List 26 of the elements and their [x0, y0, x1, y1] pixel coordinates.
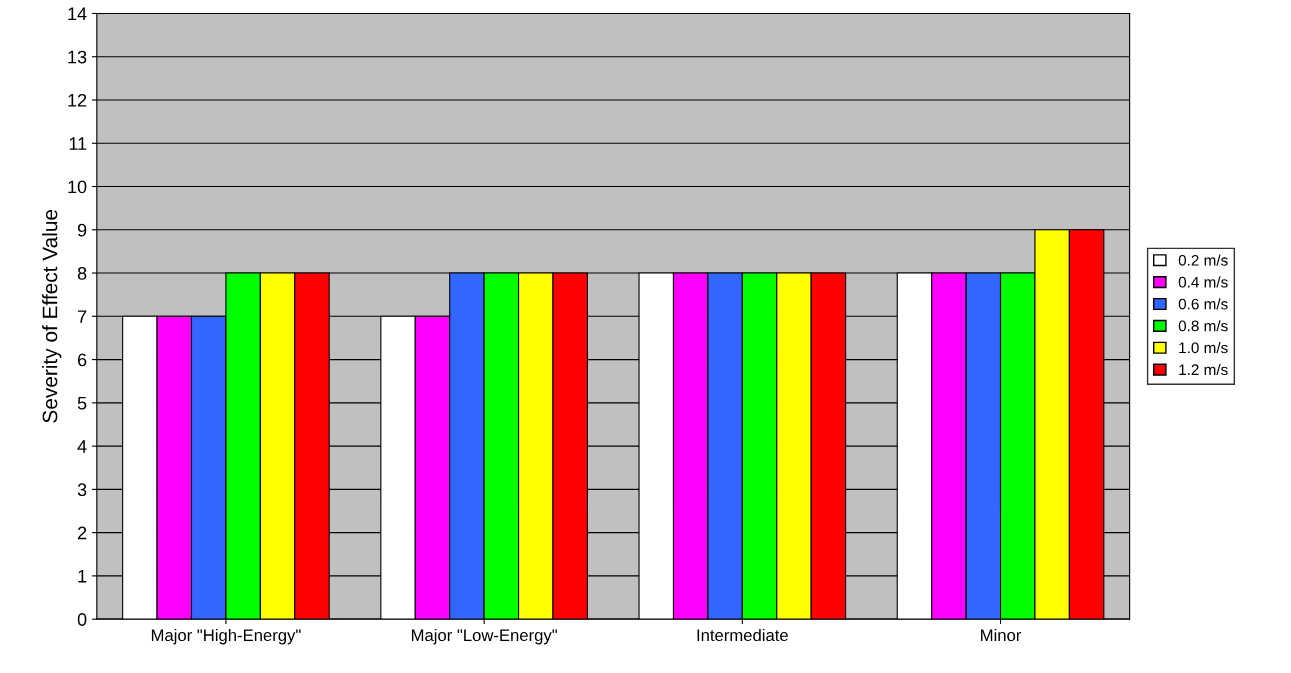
y-tick-label: 2	[77, 526, 87, 540]
legend-label: 0.4 m/s	[1178, 276, 1228, 288]
y-tick-label: 10	[68, 180, 87, 194]
x-tick-label: Minor	[981, 628, 1022, 642]
y-tick-label: 5	[77, 396, 87, 410]
legend-label: 0.2 m/s	[1178, 254, 1228, 266]
y-tick-label: 3	[77, 483, 87, 497]
y-axis-title: Severity of Effect Value	[42, 209, 62, 423]
legend-label: 0.6 m/s	[1178, 298, 1228, 310]
y-tick-label: 12	[68, 93, 87, 107]
y-tick-label: 1	[78, 570, 87, 583]
y-tick-label: 4	[77, 440, 87, 453]
y-tick-label: 0	[77, 613, 87, 626]
y-tick-label: 7	[77, 310, 87, 323]
legend-label: 1.0 m/s	[1179, 342, 1228, 354]
legend-label: 1.2 m/s	[1179, 363, 1228, 376]
y-tick-label: 11	[69, 137, 87, 150]
x-tick-label: Major "High-Energy"	[151, 628, 301, 645]
y-tick-label: 6	[77, 353, 87, 367]
y-tick-label: 9	[77, 223, 87, 237]
x-tick-label: Major "Low-Energy"	[411, 628, 557, 645]
y-tick-label: 13	[68, 50, 87, 64]
x-tick-label: Intermediate	[697, 628, 788, 642]
y-tick-label: 8	[77, 266, 87, 280]
y-tick-label: 14	[68, 7, 87, 20]
legend-label: 0.8 m/s	[1178, 320, 1228, 332]
